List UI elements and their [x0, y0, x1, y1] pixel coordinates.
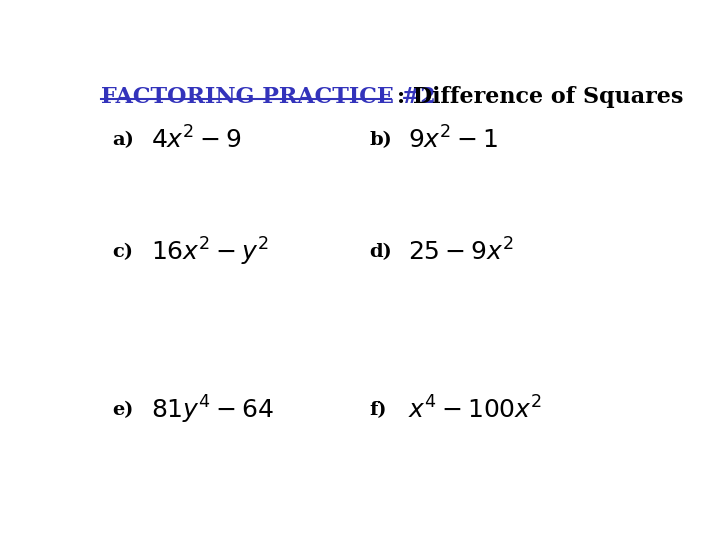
Text: a): a) [112, 131, 134, 149]
Text: $16x^2-y^2$: $16x^2-y^2$ [151, 236, 269, 268]
Text: e): e) [112, 401, 134, 419]
Text: f): f) [369, 401, 387, 419]
Text: $9x^2-1$: $9x^2-1$ [408, 126, 498, 153]
Text: b): b) [369, 131, 392, 149]
Text: $x^4-100x^2$: $x^4-100x^2$ [408, 396, 542, 423]
Text: : Difference of Squares: : Difference of Squares [397, 85, 683, 107]
Text: FACTORING PRACTICE #2: FACTORING PRACTICE #2 [101, 85, 436, 107]
Text: $4x^2-9$: $4x^2-9$ [151, 126, 242, 153]
Text: d): d) [369, 243, 392, 261]
Text: c): c) [112, 243, 133, 261]
Text: $25-9x^2$: $25-9x^2$ [408, 238, 514, 266]
Text: $81y^4-64$: $81y^4-64$ [151, 394, 274, 426]
